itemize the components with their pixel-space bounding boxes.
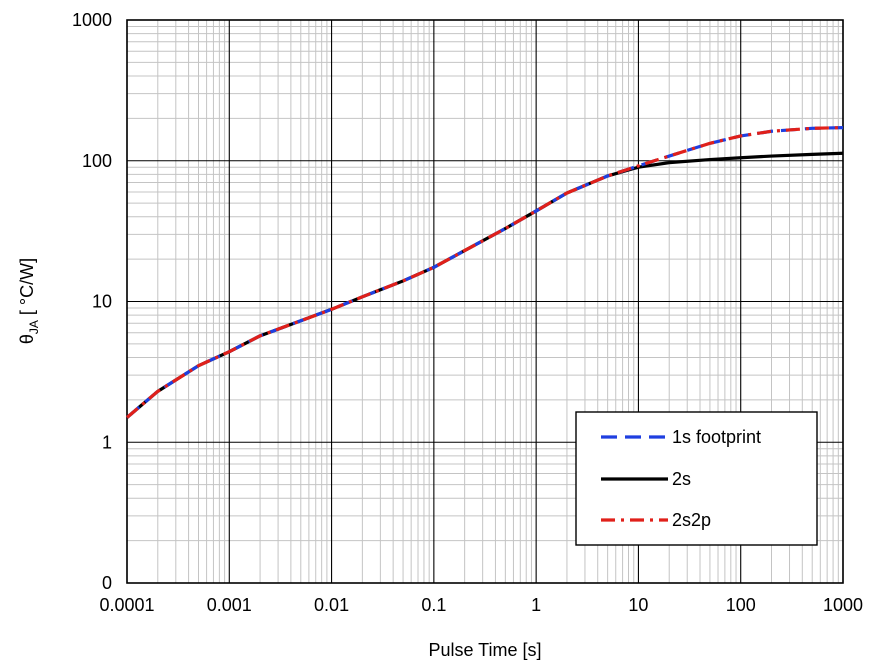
x-axis-title: Pulse Time [s]	[428, 640, 541, 660]
x-tick-label: 0.001	[207, 595, 252, 615]
legend: 1s footprint 2s 2s2p	[575, 411, 818, 546]
series-layer	[125, 126, 844, 419]
y-axis-title: θJA [ °C/W]	[17, 258, 41, 344]
y-tick-label: 100	[82, 151, 112, 171]
y-tick-label: 10	[92, 292, 112, 312]
x-tick-label: 0.0001	[99, 595, 154, 615]
y-axis-title-unit: [ °C/W]	[17, 258, 37, 320]
y-axis-title-subscript: JA	[27, 320, 41, 334]
x-tick-label: 1	[531, 595, 541, 615]
x-tick-label: 100	[726, 595, 756, 615]
y-tick-label: 1	[102, 432, 112, 452]
series-line-2s	[125, 151, 844, 419]
legend-label-1s-footprint: 1s footprint	[672, 427, 761, 447]
legend-label-2s: 2s	[672, 469, 691, 489]
x-tick-label: 0.01	[314, 595, 349, 615]
x-tick-label: 10	[628, 595, 648, 615]
x-tick-labels: 0.0001 0.001 0.01 0.1 1 10 100 1000	[99, 595, 863, 615]
y-tick-label: 0	[102, 573, 112, 593]
y-tick-labels: 0 1 10 100 1000	[72, 10, 112, 593]
y-tick-label: 1000	[72, 10, 112, 30]
legend-label-2s2p: 2s2p	[672, 510, 711, 530]
x-tick-label: 1000	[823, 595, 863, 615]
series-line-1s-footprint	[125, 126, 844, 419]
y-axis-title-symbol: θ	[17, 334, 37, 344]
plot-frame	[126, 19, 844, 584]
x-tick-label: 0.1	[421, 595, 446, 615]
